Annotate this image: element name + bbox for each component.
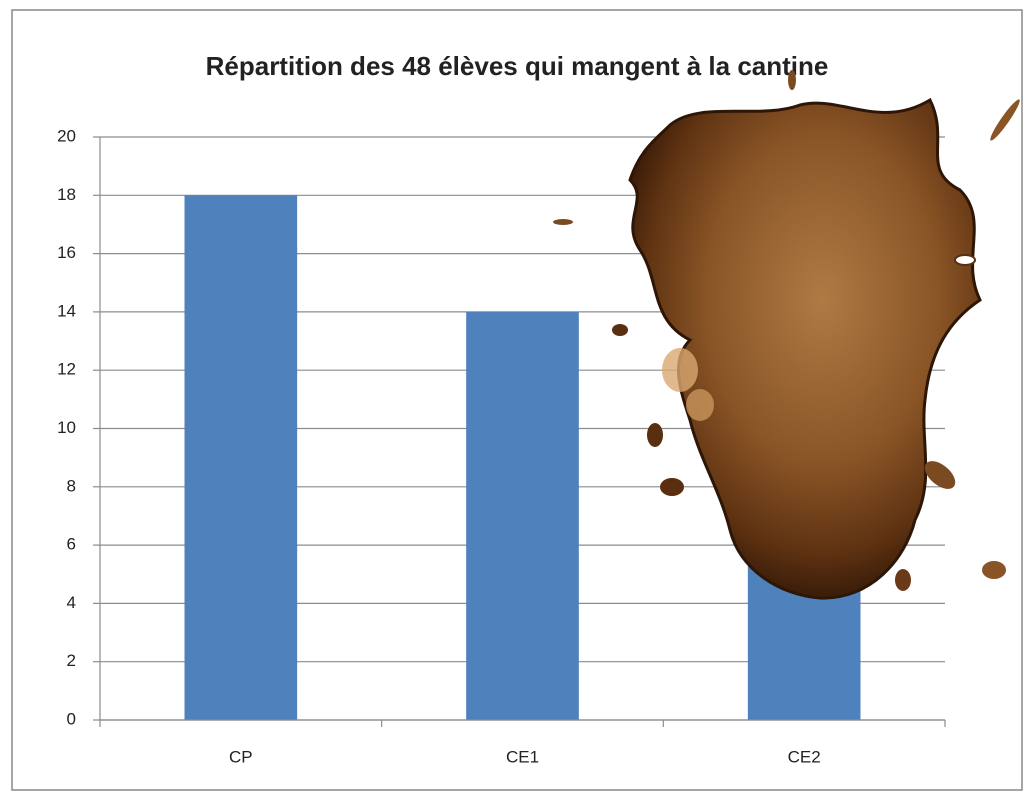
x-tick-label: CE2: [788, 747, 821, 766]
y-tick-label: 6: [67, 535, 76, 554]
droplet: [553, 219, 573, 225]
y-tick-label: 12: [57, 360, 76, 379]
x-tick-label: CP: [229, 747, 253, 766]
y-tick-label: 16: [57, 243, 76, 262]
droplet: [895, 569, 911, 591]
droplet: [788, 70, 796, 90]
droplet: [955, 255, 975, 265]
x-tick-label: CE1: [506, 747, 539, 766]
y-tick-label: 18: [57, 185, 76, 204]
stain-light: [686, 389, 714, 421]
y-tick-label: 10: [57, 418, 76, 437]
chart: Répartition des 48 élèves qui mangent à …: [0, 0, 1025, 793]
stain-light: [662, 348, 698, 392]
droplet: [982, 561, 1006, 579]
bar: [185, 195, 298, 720]
y-tick-label: 0: [67, 709, 76, 728]
chart-title: Répartition des 48 élèves qui mangent à …: [206, 51, 829, 81]
droplet: [612, 324, 628, 336]
y-tick-label: 4: [67, 593, 76, 612]
y-tick-label: 20: [57, 126, 76, 145]
droplet: [647, 423, 663, 447]
page: {"chart_data": {"type": "bar", "title": …: [0, 0, 1025, 793]
bar: [466, 312, 579, 720]
y-tick-label: 8: [67, 476, 76, 495]
droplet: [660, 478, 684, 496]
y-tick-label: 14: [57, 301, 76, 320]
y-tick-label: 2: [67, 651, 76, 670]
